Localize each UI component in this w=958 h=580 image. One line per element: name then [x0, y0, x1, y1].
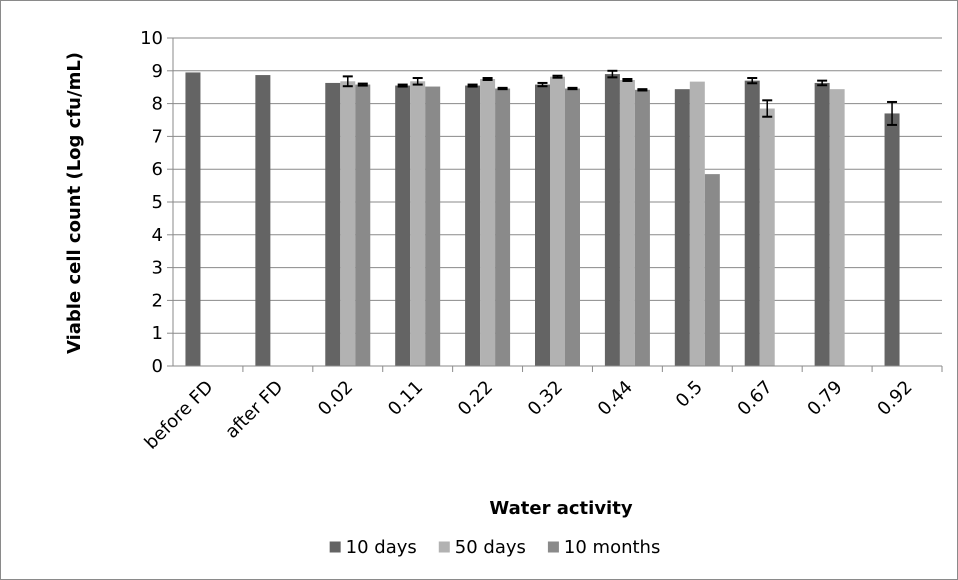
bar — [565, 88, 580, 367]
x-tick-label: 0.44 — [594, 377, 637, 420]
y-axis-ticks: 0 1 2 3 4 5 6 7 8 9 10 — [140, 28, 173, 377]
legend: 10 days 50 days 10 months — [329, 537, 660, 558]
legend-swatch — [547, 541, 559, 553]
bar — [495, 88, 511, 367]
y-tick-label: 6 — [152, 159, 163, 180]
x-tick-label: 0.02 — [314, 377, 357, 420]
y-tick-label: 2 — [152, 290, 163, 311]
y-tick-label: 3 — [152, 258, 163, 279]
x-tick-label: 0.92 — [873, 377, 916, 420]
y-tick-label: 5 — [152, 192, 163, 213]
bar — [814, 82, 830, 366]
bar — [634, 89, 650, 366]
bar — [425, 86, 441, 366]
gridlines — [173, 37, 942, 334]
x-axis-ticks: before FD after FD 0.02 0.11 0.22 0.32 0.44 0.5… — [141, 366, 943, 454]
bar — [674, 89, 690, 366]
x-tick-label: before FD — [141, 377, 218, 454]
y-tick-label: 9 — [152, 61, 163, 82]
x-tick-label: 0.5 — [672, 377, 707, 412]
bar — [689, 81, 705, 367]
y-tick-label: 7 — [152, 126, 163, 147]
legend-swatch — [329, 541, 341, 553]
bar — [395, 85, 411, 366]
bar — [480, 79, 496, 366]
bar — [884, 113, 900, 366]
y-tick-label: 0 — [152, 356, 163, 377]
bars — [185, 72, 900, 367]
bar — [325, 82, 341, 366]
bar — [604, 74, 620, 366]
y-tick-label: 10 — [140, 28, 163, 49]
bar — [704, 174, 720, 366]
error-bars — [342, 69, 898, 126]
bar — [759, 108, 775, 367]
legend-label: 10 months — [564, 537, 660, 558]
y-tick-label: 8 — [152, 94, 163, 115]
x-tick-label: 0.22 — [454, 377, 497, 420]
x-tick-label: 0.79 — [803, 377, 846, 420]
x-tick-label: 0.11 — [384, 377, 427, 420]
legend-swatch — [438, 541, 450, 553]
bar — [829, 89, 845, 366]
legend-label: 10 days — [346, 537, 417, 558]
x-tick-label: after FD — [221, 377, 287, 443]
bar — [465, 85, 481, 366]
bar — [619, 79, 635, 366]
bar — [744, 80, 760, 366]
bar — [255, 75, 271, 367]
bar — [535, 84, 550, 367]
x-axis-title: Water activity — [489, 498, 632, 519]
bar — [550, 76, 565, 366]
bar — [185, 72, 201, 366]
legend-label: 50 days — [455, 537, 526, 558]
y-tick-label: 1 — [152, 323, 163, 344]
y-tick-label: 4 — [152, 225, 163, 246]
bar — [355, 84, 371, 367]
x-tick-label: 0.32 — [524, 377, 567, 420]
bar — [410, 81, 426, 367]
bar — [340, 81, 356, 367]
y-axis-title: Viable cell count (Log cfu/mL) — [64, 52, 85, 354]
x-tick-label: 0.67 — [734, 377, 777, 420]
